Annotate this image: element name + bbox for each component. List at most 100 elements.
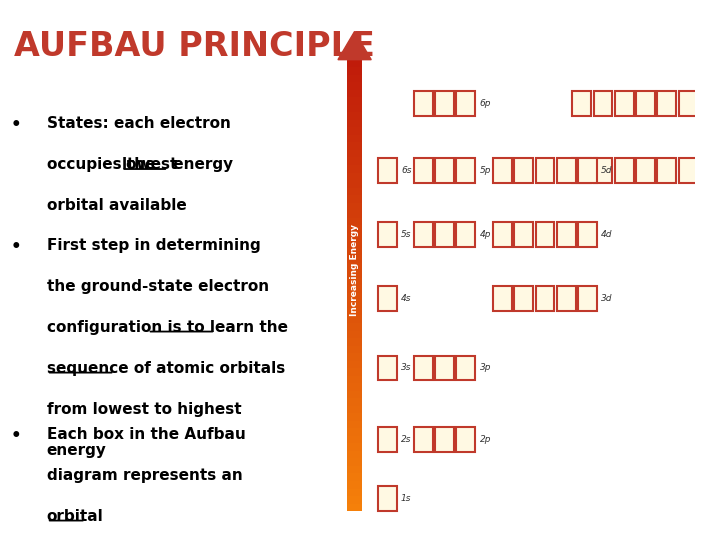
Bar (515, 222, 534, 247)
Text: 1s: 1s (401, 494, 412, 503)
Text: 5p: 5p (480, 166, 491, 175)
Bar (456, 356, 475, 380)
Polygon shape (347, 240, 362, 248)
Text: 3s: 3s (401, 363, 412, 373)
Text: occupies the: occupies the (47, 157, 161, 172)
Bar (594, 158, 613, 183)
Bar (594, 91, 613, 116)
Text: 3d: 3d (601, 294, 613, 303)
Polygon shape (347, 59, 362, 67)
Bar (557, 286, 576, 311)
Bar (679, 91, 698, 116)
Polygon shape (347, 346, 362, 353)
Polygon shape (347, 451, 362, 458)
Polygon shape (347, 338, 362, 346)
Polygon shape (347, 315, 362, 323)
Polygon shape (347, 135, 362, 143)
Text: from lowest to highest: from lowest to highest (47, 402, 241, 417)
Polygon shape (347, 150, 362, 158)
Text: •: • (11, 116, 22, 134)
Bar (493, 222, 512, 247)
Polygon shape (347, 187, 362, 195)
Text: 5d: 5d (601, 166, 613, 175)
Bar (456, 158, 475, 183)
Text: sequence of atomic orbitals: sequence of atomic orbitals (47, 361, 285, 376)
Bar (435, 356, 454, 380)
Text: orbital available: orbital available (47, 198, 186, 213)
Polygon shape (347, 481, 362, 489)
Polygon shape (347, 278, 362, 285)
Bar (414, 158, 433, 183)
Bar (414, 428, 433, 452)
Polygon shape (347, 218, 362, 225)
Bar (572, 91, 591, 116)
Bar (557, 158, 576, 183)
Bar (615, 158, 634, 183)
Bar (679, 158, 698, 183)
Text: the ground-state electron: the ground-state electron (47, 279, 269, 294)
Bar (536, 158, 554, 183)
Bar (578, 286, 597, 311)
Text: AUFBAU PRINCIPLE: AUFBAU PRINCIPLE (14, 30, 375, 63)
Bar (414, 91, 433, 116)
Text: energy: energy (168, 157, 233, 172)
Bar (493, 158, 512, 183)
Bar (456, 91, 475, 116)
Polygon shape (347, 293, 362, 300)
Polygon shape (347, 195, 362, 202)
Polygon shape (347, 180, 362, 187)
Polygon shape (347, 406, 362, 413)
Bar (435, 91, 454, 116)
Polygon shape (347, 353, 362, 361)
Polygon shape (347, 263, 362, 271)
Polygon shape (347, 504, 362, 511)
Polygon shape (347, 399, 362, 406)
Bar (515, 158, 534, 183)
Text: 2p: 2p (480, 435, 491, 444)
Bar (657, 91, 676, 116)
Polygon shape (347, 466, 362, 474)
Polygon shape (347, 489, 362, 496)
Text: diagram represents an: diagram represents an (47, 468, 243, 483)
Bar (657, 158, 676, 183)
Polygon shape (347, 413, 362, 421)
Polygon shape (347, 202, 362, 210)
Polygon shape (347, 285, 362, 293)
Polygon shape (338, 31, 372, 60)
Polygon shape (347, 458, 362, 466)
Text: States: each electron: States: each electron (47, 116, 230, 131)
Polygon shape (347, 127, 362, 135)
Polygon shape (347, 308, 362, 315)
Polygon shape (347, 428, 362, 436)
Polygon shape (347, 383, 362, 391)
Text: configuration is to learn the: configuration is to learn the (47, 320, 288, 335)
Bar (615, 91, 634, 116)
Bar (636, 91, 655, 116)
Bar (378, 428, 397, 452)
Bar (700, 91, 719, 116)
Text: Increasing Energy: Increasing Energy (350, 224, 359, 316)
Polygon shape (347, 225, 362, 233)
Text: Each box in the Aufbau: Each box in the Aufbau (47, 427, 246, 442)
Text: 3p: 3p (480, 363, 491, 373)
Polygon shape (347, 158, 362, 165)
Bar (700, 158, 719, 183)
Polygon shape (347, 120, 362, 127)
Polygon shape (347, 271, 362, 278)
Polygon shape (347, 376, 362, 383)
Text: energy: energy (47, 443, 107, 458)
Text: lowest: lowest (121, 157, 178, 172)
Polygon shape (347, 233, 362, 240)
Polygon shape (347, 323, 362, 330)
Text: 4d: 4d (601, 230, 613, 239)
Polygon shape (347, 361, 362, 368)
Bar (414, 356, 433, 380)
Bar (378, 222, 397, 247)
Polygon shape (347, 173, 362, 180)
Bar (536, 286, 554, 311)
Text: First step in determining: First step in determining (47, 238, 261, 253)
Polygon shape (347, 90, 362, 97)
Polygon shape (347, 421, 362, 428)
Polygon shape (347, 143, 362, 150)
Bar (493, 286, 512, 311)
